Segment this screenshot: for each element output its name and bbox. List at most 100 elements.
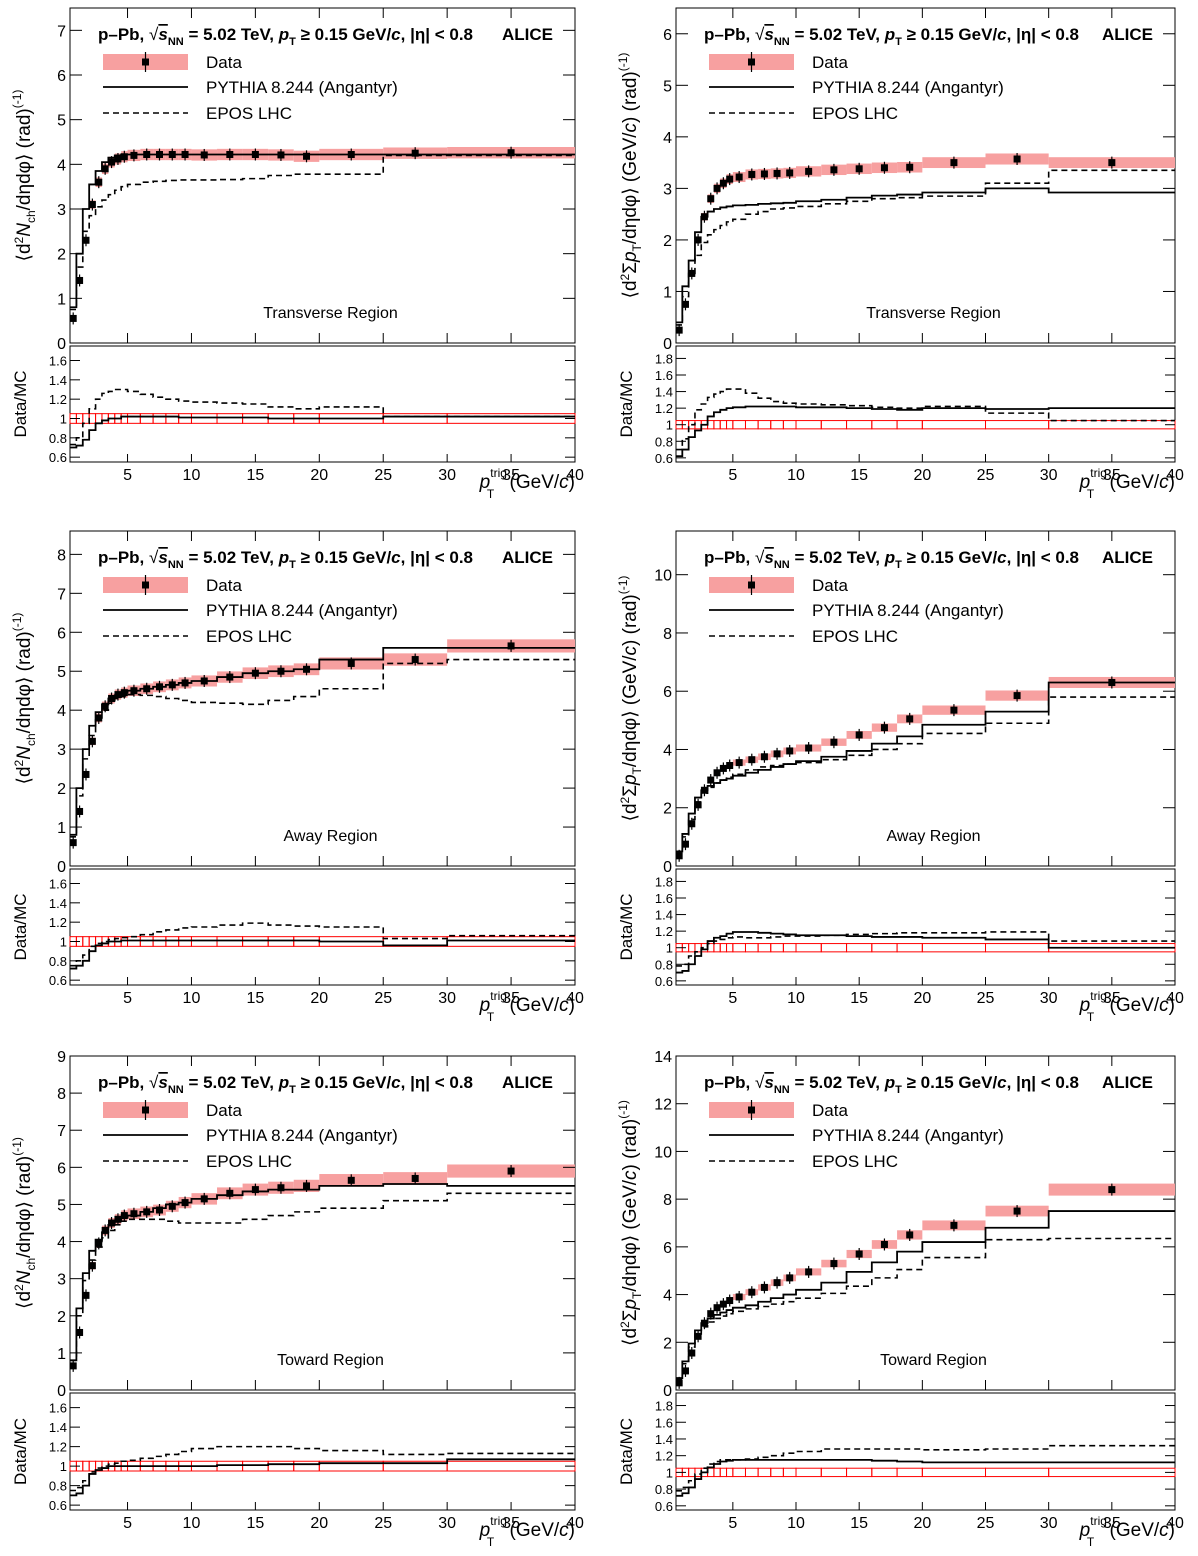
text-part: (GeV/ bbox=[1104, 995, 1160, 1016]
ratio-frame bbox=[69, 1392, 576, 1511]
x-tick-label: 25 bbox=[374, 1515, 392, 1532]
ratio-data-error-box bbox=[178, 413, 192, 424]
x-tick-label: 40 bbox=[1166, 1515, 1184, 1532]
region-label: Toward Region bbox=[277, 1352, 384, 1369]
text-part: T bbox=[895, 559, 902, 571]
ratio-data-error-box bbox=[757, 943, 772, 953]
y-tick-label: 4 bbox=[57, 157, 66, 174]
text-part: T bbox=[487, 1010, 495, 1024]
text-part: /dηdφ⟩ (GeV/ bbox=[620, 132, 641, 244]
text-part: c bbox=[620, 645, 641, 655]
x-tick-label: 20 bbox=[913, 990, 931, 1007]
y-tick-label: 5 bbox=[57, 113, 66, 130]
ratio-y-tick-label: 0.8 bbox=[49, 431, 67, 446]
x-tick-label: 20 bbox=[310, 467, 328, 484]
data-point bbox=[688, 269, 696, 277]
data-point bbox=[95, 714, 103, 722]
ratio-y-tick-label: 1.6 bbox=[655, 891, 673, 906]
text-part: c bbox=[559, 995, 569, 1016]
y-axis-title: ⟨d2Nch/dηdφ⟩ (rad)(-1) bbox=[10, 90, 38, 262]
ratio-y-tick-label: 1.6 bbox=[655, 1415, 673, 1430]
ratio-data-error-box bbox=[820, 420, 848, 430]
data-point bbox=[76, 276, 84, 284]
text-part: N bbox=[14, 223, 35, 237]
data-point bbox=[694, 1332, 702, 1340]
data-point bbox=[713, 769, 721, 777]
y-tick-label: 9 bbox=[57, 1049, 66, 1066]
legend-pythia-label: PYTHIA 8.244 (Angantyr) bbox=[812, 1126, 1004, 1145]
y-tick-label: 5 bbox=[57, 664, 66, 681]
data-point bbox=[1108, 159, 1116, 167]
ratio-data-error-box bbox=[770, 420, 784, 430]
text-part: ) (rad) bbox=[620, 594, 641, 646]
ratio-data-error-box bbox=[921, 420, 987, 430]
text-part: c bbox=[559, 1520, 569, 1541]
data-point bbox=[805, 167, 813, 175]
ratio-data-error-box bbox=[820, 943, 848, 953]
data-point bbox=[719, 764, 727, 772]
text-part: s bbox=[158, 1073, 167, 1092]
text-part: T bbox=[289, 559, 296, 571]
pythia-series-line bbox=[70, 1183, 575, 1362]
legend-data-marker bbox=[142, 1106, 149, 1114]
text-part: s bbox=[764, 25, 773, 44]
ratio-data-error-box bbox=[694, 420, 702, 430]
data-point bbox=[694, 801, 702, 809]
text-part: T bbox=[1087, 487, 1095, 501]
text-part: s bbox=[764, 548, 773, 567]
text-part: , |η| < 0.8 bbox=[401, 548, 473, 567]
x-axis-title: ptrig T (GeV/c) bbox=[1079, 1514, 1175, 1549]
data-point bbox=[805, 1268, 813, 1276]
ratio-pythia-line bbox=[70, 415, 575, 449]
data-point bbox=[120, 1212, 128, 1220]
data-point bbox=[906, 1231, 914, 1239]
data-point bbox=[226, 1189, 234, 1197]
text-part: p bbox=[1079, 995, 1091, 1016]
text-part: ) bbox=[1169, 472, 1175, 493]
text-part: p bbox=[1079, 472, 1091, 493]
ratio-y-tick-label: 1.6 bbox=[49, 1401, 67, 1416]
ratio-y-tick-label: 1 bbox=[666, 941, 673, 956]
text-part: s bbox=[158, 548, 167, 567]
y-axis-title: ⟨d2ΣpT/dηdφ⟩ (GeV/c) (rad)(-1) bbox=[616, 53, 644, 299]
chart-panel-2: 0 1 2 3 4 5 6 5 10 15 20 25 30 35 40 p–Pb, √sNN = 5.02 … bbox=[616, 7, 1184, 501]
x-tick-label: 20 bbox=[913, 1515, 931, 1532]
data-point bbox=[303, 152, 311, 160]
header-text: p–Pb, √sNN = 5.02 TeV, pT ≥ 0.15 GeV/c, … bbox=[98, 548, 473, 571]
data-point bbox=[855, 731, 863, 739]
header-text: p–Pb, √sNN = 5.02 TeV, pT ≥ 0.15 GeV/c, … bbox=[98, 1073, 473, 1096]
text-part: c bbox=[559, 472, 569, 493]
ratio-data-error-box bbox=[216, 1460, 244, 1472]
data-point bbox=[130, 687, 138, 695]
text-part: ) bbox=[569, 472, 575, 493]
ratio-data-error-box bbox=[242, 413, 269, 424]
text-part: T bbox=[487, 1535, 495, 1549]
ratio-y-tick-label: 0.8 bbox=[655, 434, 673, 449]
ratio-data-error-box bbox=[446, 936, 576, 947]
ratio-y-tick-label: 0.6 bbox=[655, 974, 673, 989]
legend-data-marker bbox=[748, 581, 755, 589]
x-tick-label: 30 bbox=[1040, 1515, 1058, 1532]
ratio-data-error-box bbox=[1048, 1467, 1176, 1478]
text-part: √ bbox=[755, 25, 765, 44]
epos-series-line bbox=[676, 169, 1175, 326]
y-tick-label: 3 bbox=[663, 181, 672, 198]
ratio-y-axis-title: Data/MC bbox=[617, 1418, 636, 1485]
text-part: /dηdφ⟩ (GeV/ bbox=[620, 655, 641, 767]
data-point bbox=[168, 681, 176, 689]
text-part: p–Pb, bbox=[704, 548, 755, 567]
text-part: , |η| < 0.8 bbox=[1007, 548, 1079, 567]
text-part: T bbox=[289, 1084, 296, 1096]
ratio-y-tick-label: 0.6 bbox=[655, 1499, 673, 1514]
ratio-y-tick-label: 0.6 bbox=[49, 1498, 67, 1513]
text-part: p bbox=[884, 25, 895, 44]
ratio-y-axis-title: Data/MC bbox=[11, 370, 30, 437]
x-tick-label: 10 bbox=[787, 990, 805, 1007]
text-part: NN bbox=[774, 559, 790, 571]
text-part: √ bbox=[755, 1073, 765, 1092]
text-part: ⟨d bbox=[14, 243, 35, 261]
ratio-data-error-box bbox=[896, 1467, 923, 1478]
x-tick-label: 10 bbox=[787, 1515, 805, 1532]
data-point bbox=[786, 1274, 794, 1282]
ratio-data-error-box bbox=[846, 1467, 873, 1478]
